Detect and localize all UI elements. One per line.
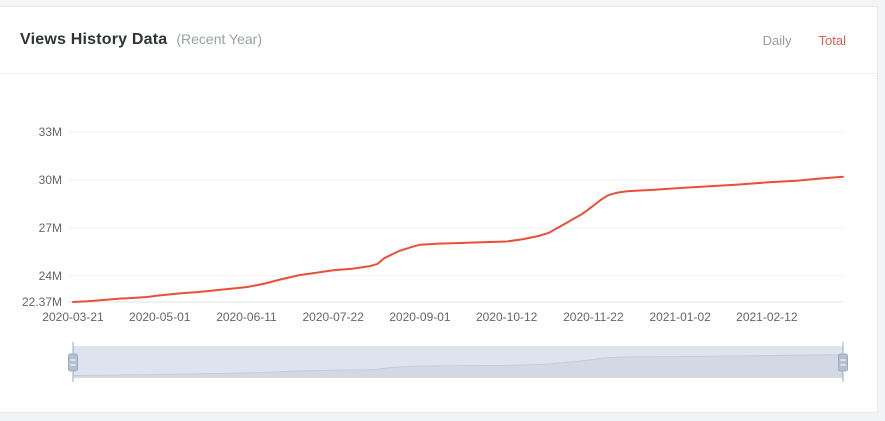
page-title: Views History Data	[20, 31, 168, 48]
total-views-line	[72, 175, 844, 303]
y-axis-label: 33M	[39, 125, 62, 139]
x-axis-label: 2020-05-01	[129, 310, 191, 324]
y-axis-label: 22.37M	[22, 295, 62, 309]
views-history-card: Views History Data (Recent Year) Daily T…	[0, 6, 878, 413]
x-axis-label: 2020-10-12	[476, 310, 538, 324]
page-subtitle: (Recent Year)	[176, 31, 262, 47]
datazoom-data-shadow-line	[72, 354, 844, 376]
x-axis-label: 2020-07-22	[302, 310, 364, 324]
x-axis-label: 2021-02-12	[736, 310, 798, 324]
x-axis-label: 2020-11-22	[563, 310, 624, 324]
chart-canvas[interactable]: 22.37M 24M 27M 30M 33M 2020-03-21 2020-05-01 20…	[0, 74, 877, 414]
view-mode-tabs: Daily Total	[763, 33, 846, 48]
datazoom-data-shadow	[73, 354, 843, 378]
views-history-chart[interactable]: 22.37M 24M 27M 30M 33M 2020-03-21 2020-05-01 20…	[0, 74, 877, 414]
y-axis-label: 30M	[39, 173, 62, 187]
y-axis-label: 27M	[39, 221, 62, 235]
datazoom-right-handle[interactable]	[838, 353, 848, 372]
y-axis-label: 24M	[39, 269, 62, 283]
x-axis-label: 2020-09-01	[389, 310, 451, 324]
x-axis-label: 2021-01-02	[649, 310, 711, 324]
title-group: Views History Data (Recent Year)	[20, 31, 262, 49]
tab-daily[interactable]: Daily	[762, 32, 792, 48]
chart-plot-area[interactable]	[73, 112, 843, 302]
card-header: Views History Data (Recent Year) Daily T…	[0, 7, 877, 74]
x-axis-label: 2020-06-11	[216, 310, 277, 324]
x-axis-label: 2020-03-21	[42, 310, 104, 324]
datazoom-left-handle[interactable]	[68, 353, 78, 372]
tab-total[interactable]: Total	[818, 32, 846, 48]
